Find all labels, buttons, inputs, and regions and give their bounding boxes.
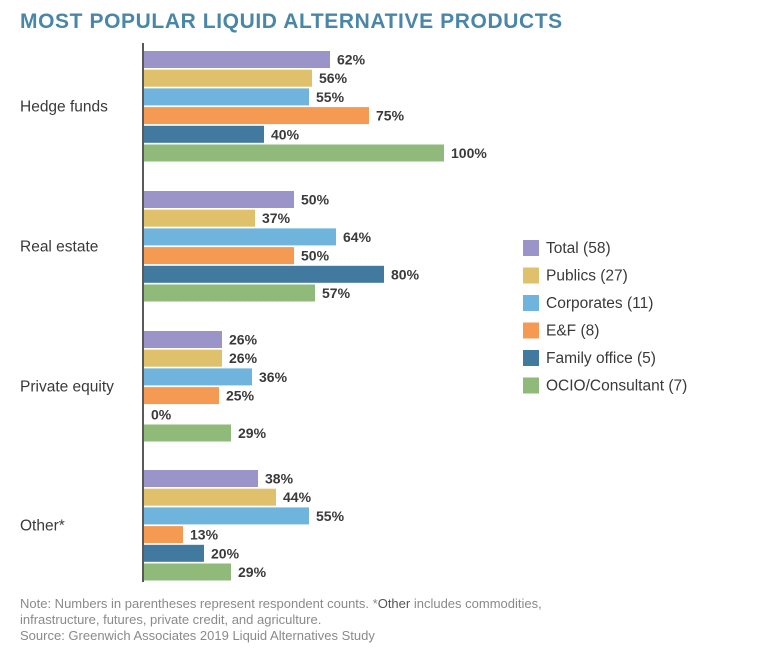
value-label-other-publics-27: 44% [283, 489, 312, 505]
bar-hedge-funds-family-office-5 [144, 125, 264, 143]
category-label-other: Other* [20, 517, 65, 534]
value-label-real-estate-e-f-8: 50% [301, 248, 330, 264]
legend-label-family-office-5: Family office (5) [546, 350, 656, 367]
legend-label-total-58: Total (58) [546, 240, 611, 257]
legend-label-corporates-11: Corporates (11) [546, 295, 653, 312]
value-label-real-estate-corporates-11: 64% [343, 229, 372, 245]
value-label-real-estate-total-58: 50% [301, 192, 330, 208]
bar-real-estate-e-f-8 [144, 247, 294, 265]
bar-private-equity-publics-27 [144, 349, 222, 367]
note-line-1: Note: Numbers in parentheses represent r… [20, 596, 760, 612]
value-label-real-estate-family-office-5: 80% [391, 266, 420, 282]
bar-private-equity-corporates-11 [144, 368, 252, 386]
legend-label-publics-27: Publics (27) [546, 268, 628, 285]
bar-real-estate-corporates-11 [144, 228, 336, 246]
bar-chart: Hedge funds 62% 56% 55% 75% 40% 100% Real estat… [20, 43, 687, 582]
bar-other-e-f-8 [144, 526, 183, 544]
chart-title: MOST POPULAR LIQUID ALTERNATIVE PRODUCTS [20, 10, 563, 33]
bar-real-estate-family-office-5 [144, 265, 384, 283]
legend-label-e-f-8: E&F (8) [546, 323, 599, 340]
bar-hedge-funds-publics-27 [144, 69, 312, 87]
value-label-hedge-funds-total-58: 62% [337, 52, 366, 68]
legend: Total (58) Publics (27) Corporates (11) E&F… [523, 240, 687, 395]
value-label-hedge-funds-corporates-11: 55% [316, 89, 345, 105]
legend-swatch-corporates-11 [523, 295, 539, 311]
bar-real-estate-publics-27 [144, 209, 255, 227]
legend-swatch-total-58 [523, 240, 539, 256]
note-line-2: infrastructure, futures, private credit,… [20, 612, 322, 627]
bars-layer [144, 51, 444, 581]
chart-notes: Note: Numbers in parentheses represent r… [20, 596, 760, 644]
value-label-private-equity-ocio-consultant-7: 29% [238, 425, 267, 441]
value-label-hedge-funds-family-office-5: 40% [271, 126, 300, 142]
bar-real-estate-ocio-consultant-7 [144, 284, 315, 302]
bar-private-equity-total-58 [144, 331, 222, 348]
legend-swatch-e-f-8 [523, 322, 539, 339]
bar-other-ocio-consultant-7 [144, 563, 231, 581]
value-label-other-total-58: 38% [265, 471, 294, 487]
category-label-private-equity: Private equity [20, 378, 114, 395]
bar-private-equity-e-f-8 [144, 387, 219, 405]
note-suffix: includes commodities, [410, 596, 542, 611]
value-label-other-e-f-8: 13% [190, 527, 219, 543]
bar-private-equity-ocio-consultant-7 [144, 424, 231, 442]
legend-label-ocio-consultant-7: OCIO/Consultant (7) [546, 378, 687, 395]
bar-hedge-funds-e-f-8 [144, 107, 369, 125]
source-note: Source: Greenwich Associates 2019 Liquid… [20, 628, 375, 643]
legend-swatch-publics-27 [523, 267, 539, 284]
value-label-hedge-funds-e-f-8: 75% [376, 108, 405, 124]
value-label-private-equity-family-office-5: 0% [151, 406, 172, 422]
legend-swatch-ocio-consultant-7 [523, 377, 539, 394]
value-label-real-estate-publics-27: 37% [262, 210, 291, 226]
labels-layer: Hedge funds 62% 56% 55% 75% 40% 100% Real estat… [20, 52, 487, 581]
bar-other-publics-27 [144, 488, 276, 506]
value-label-other-family-office-5: 20% [211, 545, 240, 561]
bar-hedge-funds-corporates-11 [144, 88, 309, 106]
category-label-real-estate: Real estate [20, 238, 98, 255]
bar-other-family-office-5 [144, 544, 204, 562]
note-prefix: Note: Numbers in parentheses represent r… [20, 596, 378, 611]
bar-hedge-funds-ocio-consultant-7 [144, 144, 444, 162]
value-label-other-corporates-11: 55% [316, 508, 345, 524]
value-label-private-equity-e-f-8: 25% [226, 388, 255, 404]
value-label-private-equity-total-58: 26% [229, 332, 258, 348]
value-label-real-estate-ocio-consultant-7: 57% [322, 285, 351, 301]
value-label-other-ocio-consultant-7: 29% [238, 564, 267, 580]
note-term: Other [377, 596, 411, 611]
value-label-hedge-funds-publics-27: 56% [319, 70, 348, 86]
bar-other-corporates-11 [144, 507, 309, 525]
value-label-private-equity-corporates-11: 36% [259, 369, 288, 385]
legend-swatch-family-office-5 [523, 350, 539, 366]
bar-real-estate-total-58 [144, 191, 294, 208]
value-label-hedge-funds-ocio-consultant-7: 100% [451, 145, 487, 161]
bar-other-total-58 [144, 470, 258, 487]
bar-hedge-funds-total-58 [144, 51, 330, 68]
value-label-private-equity-publics-27: 26% [229, 350, 258, 366]
category-label-hedge-funds: Hedge funds [20, 98, 108, 115]
